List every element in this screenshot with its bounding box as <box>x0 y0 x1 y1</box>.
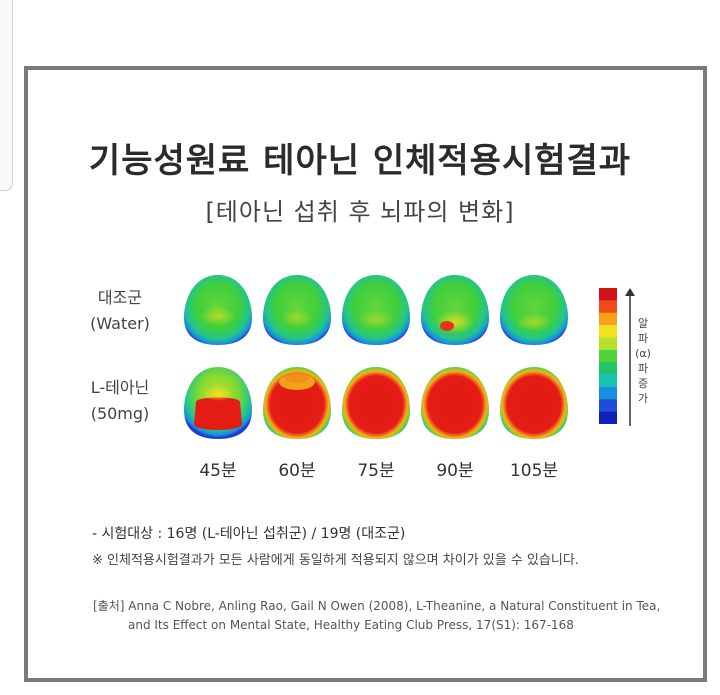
group-name: 대조군 <box>97 288 143 307</box>
disclaimer-note: ※ 인체적용시험결과가 모든 사람에게 동일하게 적용되지 않으며 차이가 있을… <box>92 553 579 568</box>
scale-cell <box>599 386 617 400</box>
scale-cell <box>599 312 617 326</box>
window-edge <box>0 0 13 191</box>
scale-cell <box>599 399 617 413</box>
group-label-control: 대조군 (Water) <box>80 285 160 337</box>
scale-arrow-icon <box>625 288 635 426</box>
brain-map-theanine-90 <box>421 367 489 439</box>
brain-map-control-60 <box>263 275 331 345</box>
subjects-note: - 시험대상 : 16명 (L-테아닌 섭취군) / 19명 (대조군) <box>92 526 406 542</box>
scale-cell <box>599 362 617 376</box>
scale-char: 가 <box>637 392 649 405</box>
reference-line-1: [출처] Anna C Nobre, Anling Rao, Gail N Ow… <box>93 599 661 613</box>
scale-cell <box>599 337 617 351</box>
group-detail: (50mg) <box>90 404 150 423</box>
reference-line-2: and Its Effect on Mental State, Healthy … <box>128 618 574 632</box>
group-name: L-테아닌 <box>90 378 150 397</box>
time-label-60: 60분 <box>278 461 316 481</box>
time-label-45: 45분 <box>199 461 237 481</box>
brain-map-theanine-60 <box>263 367 331 439</box>
page-title: 기능성원료 테아닌 인체적용시험결과 <box>88 141 632 181</box>
scale-cell <box>599 325 617 338</box>
scale-char: 파 <box>637 332 649 345</box>
time-label-75: 75분 <box>357 461 395 481</box>
group-label-theanine: L-테아닌 (50mg) <box>80 375 160 427</box>
scale-cell <box>599 411 617 424</box>
scale-label: 알 파 (α) 파 증 가 <box>635 316 651 406</box>
page-subtitle: [테아닌 섭취 후 뇌파의 변화] <box>205 198 515 226</box>
brain-map-theanine-45 <box>184 367 252 439</box>
brain-map-control-75 <box>342 275 410 345</box>
scale-cell <box>599 288 617 301</box>
scale-cell <box>599 349 617 363</box>
scale-cell <box>599 374 617 388</box>
time-label-105: 105분 <box>509 461 559 481</box>
scale-char: (α) <box>635 347 651 360</box>
brain-map-theanine-75 <box>342 367 410 439</box>
brain-map-control-45 <box>184 275 252 345</box>
scale-char: 증 <box>637 377 649 390</box>
color-scale-bar <box>599 288 617 424</box>
scale-char: 파 <box>637 362 649 375</box>
scale-char: 알 <box>637 317 649 330</box>
brain-map-control-90 <box>421 275 489 345</box>
group-detail: (Water) <box>90 314 150 333</box>
time-label-90: 90분 <box>436 461 474 481</box>
brain-map-control-105 <box>500 275 568 345</box>
brain-map-theanine-105 <box>500 367 568 439</box>
scale-cell <box>599 300 617 314</box>
